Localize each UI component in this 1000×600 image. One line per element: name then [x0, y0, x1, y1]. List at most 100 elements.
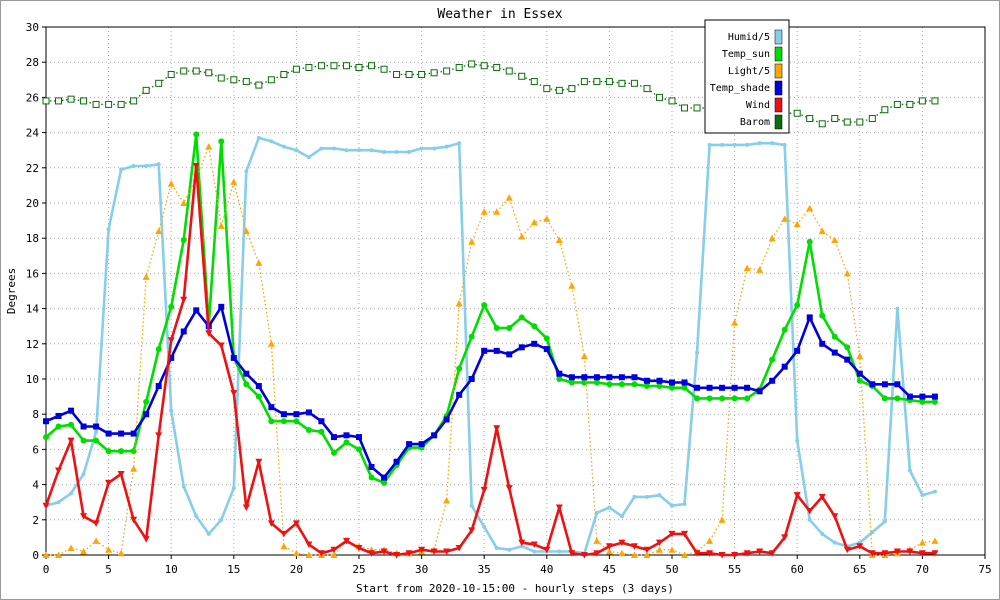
temp-sun-point — [706, 395, 713, 402]
light-5-point — [731, 319, 739, 326]
humid-5-point — [156, 162, 161, 167]
wind-point — [167, 337, 175, 344]
temp-sun-point — [468, 333, 475, 340]
light-5-point — [643, 551, 651, 558]
x-tick-label: 75 — [978, 563, 991, 576]
humid-5-point — [81, 472, 86, 477]
wind-point — [756, 548, 764, 555]
light-5-point — [843, 269, 851, 277]
light-5-point — [230, 178, 238, 185]
barom-point — [793, 109, 801, 117]
x-tick-label: 0 — [43, 563, 50, 576]
light-5-point — [105, 546, 113, 553]
humid-5-point — [532, 549, 537, 554]
temp-sun-point — [105, 448, 112, 455]
light-5-point — [92, 537, 100, 544]
humid-5-point — [269, 139, 274, 144]
light-5-point — [568, 282, 576, 289]
x-axis: 0 5 10 15 20 25 30 35 40 45 50 55 60 65 70 75 — [43, 555, 992, 576]
humid-5-point — [895, 306, 900, 311]
humid-5-point — [882, 519, 887, 524]
temp-sun-point — [356, 446, 362, 453]
temp-shade-point — [568, 374, 575, 381]
wind-point — [555, 504, 563, 511]
light-5-point — [42, 551, 50, 558]
light-5-point — [580, 352, 588, 360]
x-tick-label: 20 — [290, 563, 303, 576]
barom-point — [530, 78, 538, 86]
light-5-point — [793, 220, 801, 228]
wind-point — [67, 437, 75, 445]
y-tick-label: 18 — [26, 232, 39, 245]
y-tick-label: 14 — [26, 303, 40, 316]
wind-point — [806, 508, 814, 515]
series-line-humid-5 — [45, 136, 936, 555]
wind-point — [843, 546, 851, 554]
light-5-point — [55, 551, 63, 558]
temp-sun-point — [831, 333, 838, 340]
wind-point — [906, 548, 914, 555]
wind-point — [305, 541, 313, 548]
light-5-point — [756, 266, 764, 273]
barom-point — [568, 85, 576, 93]
temp-shade-point — [418, 441, 425, 448]
barom-point — [681, 104, 689, 112]
barom-point — [280, 71, 288, 79]
temp-sun-point — [881, 395, 888, 402]
temp-sun-point — [193, 131, 200, 138]
humid-5-point — [770, 141, 775, 146]
humid-5-point — [344, 148, 349, 153]
barom-point — [55, 97, 63, 105]
humid-5-point — [244, 169, 249, 174]
temp-sun-point — [506, 324, 513, 331]
humid-5-point — [94, 429, 99, 434]
y-tick-label: 22 — [26, 162, 39, 175]
legend: Humid/5 Temp_sun Light/5 Temp_shade Wind Baro… — [704, 19, 790, 134]
wind-point — [768, 550, 776, 557]
x-tick-label: 45 — [603, 563, 616, 576]
barom-point — [393, 71, 401, 79]
light-5-point — [330, 551, 338, 558]
temp-shade-point — [543, 346, 550, 353]
light-5-point — [555, 236, 563, 243]
light-5-point — [117, 549, 125, 557]
temp-shade-point — [130, 430, 137, 437]
light-5-point — [918, 539, 926, 546]
humid-5-point — [782, 142, 787, 147]
temp-sun-point — [68, 421, 75, 428]
wind-point — [881, 550, 889, 557]
humid-5-point — [357, 148, 361, 153]
humid-5-point — [607, 505, 612, 510]
wind-point — [868, 550, 876, 557]
barom-point — [580, 78, 588, 86]
wind-point — [706, 550, 714, 557]
wind-point — [655, 539, 663, 547]
barom-point — [693, 104, 701, 112]
light-5-point — [931, 537, 939, 544]
y-tick-label: 30 — [26, 21, 39, 34]
legend-label: Barom — [740, 117, 770, 128]
humid-5-point — [820, 531, 825, 536]
humid-5-point — [519, 544, 524, 549]
barom-point — [142, 86, 150, 94]
temp-shade-point — [506, 351, 513, 358]
temp-shade-point — [869, 381, 876, 388]
light-5-point — [242, 227, 250, 235]
wind-point — [593, 550, 601, 557]
y-tick-label: 20 — [26, 197, 39, 210]
light-5-point — [856, 352, 864, 360]
wind-point — [142, 536, 150, 543]
wind-point — [105, 479, 113, 487]
barom-point — [856, 118, 864, 126]
y-tick-label: 0 — [32, 549, 39, 562]
y-tick-label: 28 — [26, 56, 39, 69]
wind-point — [743, 550, 751, 557]
light-5-point — [706, 537, 714, 544]
barom-point — [618, 79, 626, 87]
temp-shade-point — [255, 383, 262, 390]
wind-point — [918, 550, 926, 557]
temp-sun-point — [318, 428, 325, 435]
wind-point — [393, 552, 401, 559]
wind-point — [380, 548, 388, 555]
light-5-point — [630, 551, 638, 558]
